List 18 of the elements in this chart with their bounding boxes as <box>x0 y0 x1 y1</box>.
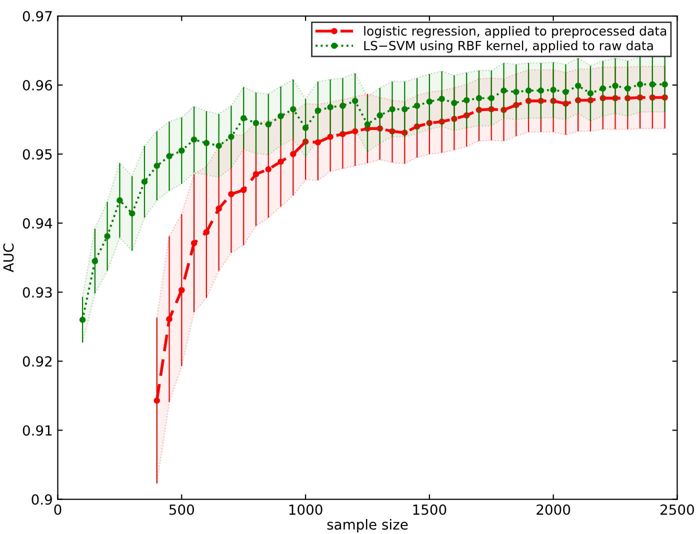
x-axis-title: sample size <box>327 518 408 532</box>
x-tick-label: 2000 <box>536 504 570 515</box>
y-tick-label: 0.97 <box>22 10 52 22</box>
x-tick-label: 0 <box>54 504 62 515</box>
y-tick-label: 0.94 <box>22 218 52 229</box>
y-axis-title: AUC <box>3 244 14 272</box>
legend-label: logistic regression, applied to preprocessed data <box>364 26 666 38</box>
y-tick-label: 0.95 <box>22 149 52 160</box>
y-tick-label: 0.92 <box>22 356 52 367</box>
y-tick-label: 0.9 <box>32 494 52 505</box>
y-tick-label: 0.96 <box>22 80 52 91</box>
x-tick-label: 500 <box>169 504 194 515</box>
y-tick-label: 0.91 <box>22 425 52 436</box>
y-tick-label: 0.93 <box>22 287 52 298</box>
legend-label: LS−SVM using RBF kernel, applied to raw data <box>364 40 653 53</box>
x-tick-label: 1000 <box>289 504 322 515</box>
x-tick-label: 2500 <box>660 504 694 515</box>
x-tick-label: 1500 <box>413 504 446 515</box>
